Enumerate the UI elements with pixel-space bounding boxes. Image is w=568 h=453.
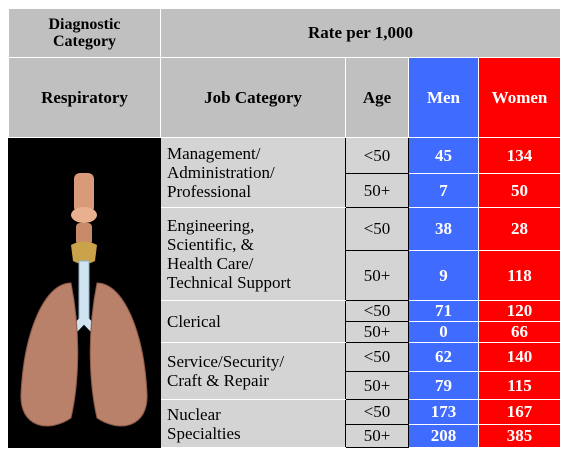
age-cell: 50+ bbox=[346, 174, 409, 208]
women-rate: 140 bbox=[479, 343, 561, 372]
job-line: Engineering, bbox=[167, 216, 339, 235]
data-row: Management/Administration/Professional<5… bbox=[9, 138, 561, 174]
subheader-cell: Job Category bbox=[161, 58, 346, 138]
women-rate: 167 bbox=[479, 400, 561, 425]
women-rate: 28 bbox=[479, 208, 561, 251]
job-cell: Engineering,Scientific, &Health Care/Tec… bbox=[161, 208, 346, 301]
job-line: Health Care/ bbox=[167, 254, 339, 273]
larynx-ring bbox=[71, 207, 97, 223]
right-lung bbox=[90, 283, 147, 426]
job-line: Specialties bbox=[167, 424, 339, 443]
subheader-cell: Age bbox=[346, 58, 409, 138]
header-cell: Diagnostic Category bbox=[9, 9, 161, 58]
job-line: Nuclear bbox=[167, 405, 339, 424]
age-cell: <50 bbox=[346, 400, 409, 425]
men-rate: 7 bbox=[409, 174, 479, 208]
age-cell: <50 bbox=[346, 343, 409, 372]
age-cell: 50+ bbox=[346, 372, 409, 400]
age-cell: 50+ bbox=[346, 322, 409, 343]
women-rate: 120 bbox=[479, 301, 561, 322]
men-rate: 45 bbox=[409, 138, 479, 174]
job-line: Clerical bbox=[167, 312, 339, 331]
lungs-illustration bbox=[9, 143, 159, 443]
job-line: Scientific, & bbox=[167, 235, 339, 254]
subheader-cell: Men bbox=[409, 58, 479, 138]
subheader-cell: Women bbox=[479, 58, 561, 138]
women-rate: 134 bbox=[479, 138, 561, 174]
men-rate: 79 bbox=[409, 372, 479, 400]
men-rate: 208 bbox=[409, 425, 479, 448]
age-cell: 50+ bbox=[346, 251, 409, 301]
women-rate: 50 bbox=[479, 174, 561, 208]
job-cell: Service/Security/Craft & Repair bbox=[161, 343, 346, 400]
job-line: Professional bbox=[167, 182, 339, 201]
age-cell: <50 bbox=[346, 208, 409, 251]
page: {"header": {"diagnostic_category": "Diag… bbox=[0, 0, 568, 453]
left-lung bbox=[21, 283, 78, 426]
women-rate: 385 bbox=[479, 425, 561, 448]
job-line: Craft & Repair bbox=[167, 371, 339, 390]
age-cell: 50+ bbox=[346, 425, 409, 448]
job-line: Management/ bbox=[167, 144, 339, 163]
age-cell: <50 bbox=[346, 301, 409, 322]
age-cell: <50 bbox=[346, 138, 409, 174]
image-cell bbox=[9, 138, 161, 448]
job-cell: Management/Administration/Professional bbox=[161, 138, 346, 208]
job-line: Technical Support bbox=[167, 273, 339, 292]
trachea bbox=[79, 261, 89, 321]
men-rate: 9 bbox=[409, 251, 479, 301]
subheader-cell: Respiratory bbox=[9, 58, 161, 138]
job-line: Service/Security/ bbox=[167, 352, 339, 371]
women-rate: 115 bbox=[479, 372, 561, 400]
job-line: Administration/ bbox=[167, 163, 339, 182]
men-rate: 38 bbox=[409, 208, 479, 251]
men-rate: 62 bbox=[409, 343, 479, 372]
women-rate: 118 bbox=[479, 251, 561, 301]
job-cell: Clerical bbox=[161, 301, 346, 343]
header-cell: Rate per 1,000 bbox=[161, 9, 561, 58]
men-rate: 0 bbox=[409, 322, 479, 343]
men-rate: 71 bbox=[409, 301, 479, 322]
men-rate: 173 bbox=[409, 400, 479, 425]
women-rate: 66 bbox=[479, 322, 561, 343]
